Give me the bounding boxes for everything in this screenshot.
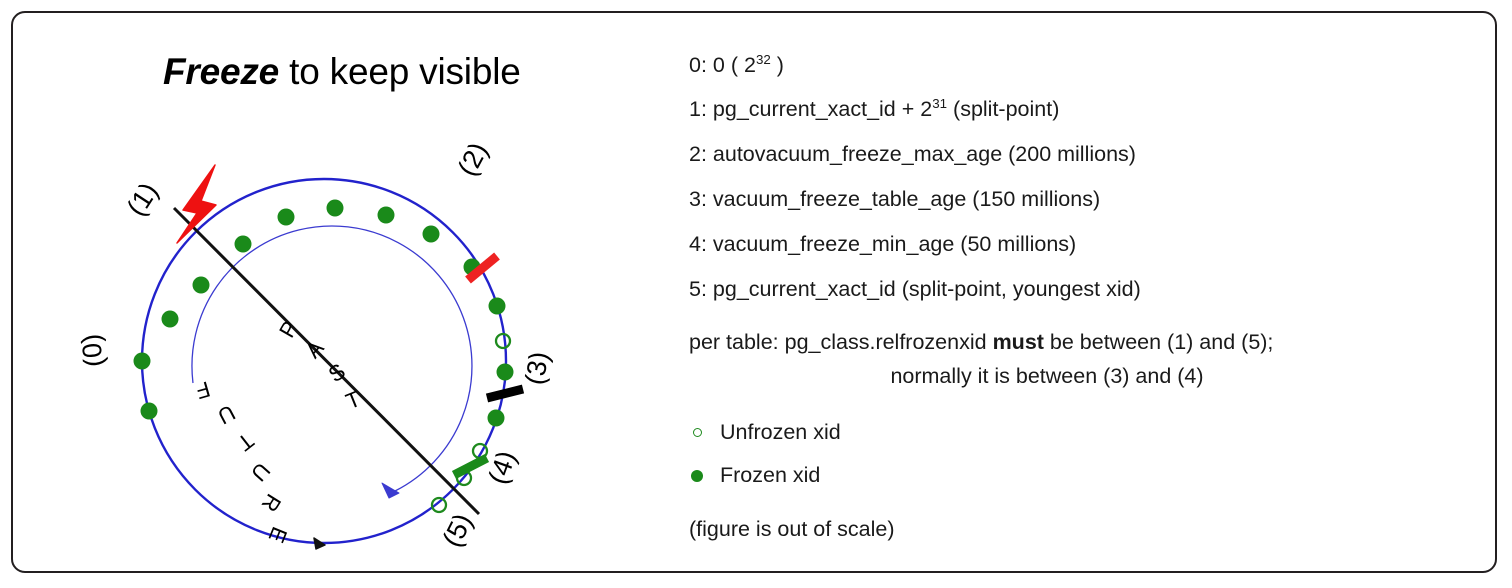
legend-swatch-unfrozen-label: Unfrozen xid (720, 420, 841, 444)
unfrozen-xid-icon (689, 428, 705, 437)
future-letter: R (257, 490, 287, 517)
frozen-xid-dot (192, 276, 210, 294)
tick-3-marker (485, 384, 525, 403)
legend-swatch-frozen: Frozen xid (689, 463, 820, 488)
figure-footnote: (figure is out of scale) (689, 517, 895, 541)
legend-swatch-unfrozen: Unfrozen xid (689, 420, 841, 445)
label-4: (4) (482, 447, 521, 488)
per-table-note-line-1: per table: pg_class.relfrozenxid must be… (689, 330, 1274, 354)
frozen-xid-dot (487, 409, 505, 427)
legend-item-3: 3: vacuum_freeze_table_age (150 millions… (689, 187, 1101, 211)
title-rest: to keep visible (279, 51, 521, 92)
figure-frame: Freeze to keep visible (11, 11, 1497, 573)
frozen-xid-icon (689, 469, 705, 482)
legend-panel: 0: 0 ( 232 ) 1: pg_current_xact_id + 231… (689, 43, 1479, 563)
tick-2-marker (465, 252, 500, 284)
frozen-xid-dot (326, 199, 344, 217)
lightning-bolt-icon (176, 164, 217, 244)
unfrozen-xid-dot (430, 496, 448, 514)
legend-item-4: 4: vacuum_freeze_min_age (50 millions) (689, 232, 1077, 256)
frozen-xid-dot (133, 352, 151, 370)
label-3: (3) (519, 349, 554, 387)
future-label: F U T U R E (193, 376, 292, 546)
legend-item-1: 1: pg_current_xact_id + 231 (split-point… (689, 95, 1060, 121)
title-emphasis: Freeze (163, 51, 280, 92)
unfrozen-xid-dot (494, 332, 512, 350)
frozen-xid-dot (488, 297, 506, 315)
legend-item-0: 0: 0 ( 232 ) (689, 51, 784, 77)
label-2: (2) (452, 138, 494, 181)
label-0: (0) (76, 333, 109, 369)
past-letter: P (274, 317, 303, 342)
frozen-xid-dot (234, 235, 252, 253)
frozen-xid-dot (422, 225, 440, 243)
past-letter: T (342, 386, 364, 414)
per-table-note-line-2: normally it is between (3) and (4) (890, 364, 1204, 388)
frozen-xid-dot (161, 310, 179, 328)
legend-item-2: 2: autovacuum_freeze_max_age (200 millio… (689, 142, 1136, 166)
future-letter: U (214, 400, 240, 430)
future-letter: E (264, 523, 293, 546)
label-1: (1) (121, 177, 164, 221)
legend-swatch-frozen-label: Frozen xid (720, 463, 821, 487)
frozen-xid-dot (496, 363, 514, 381)
split-point-line (172, 206, 481, 516)
inner-sweep-arc (191, 225, 473, 492)
future-letter: T (233, 428, 259, 456)
legend-item-5: 5: pg_current_xact_id (split-point, youn… (689, 277, 1141, 301)
frozen-xid-dot (377, 206, 395, 224)
label-5: (5) (437, 509, 479, 552)
frozen-xid-dot (277, 208, 295, 226)
tick-4-marker (451, 453, 490, 480)
frozen-xid-dots (133, 199, 514, 427)
circle-direction-arrowhead (313, 537, 326, 550)
past-label: P A S T (274, 317, 364, 415)
inner-arc-arrowhead (381, 482, 400, 499)
future-letter: F (193, 376, 213, 404)
page-title: Freeze to keep visible (163, 51, 521, 93)
frozen-xid-dot (140, 402, 158, 420)
future-letter: U (246, 458, 275, 487)
xid-wraparound-diagram: (0) (1) (2) (3) (4) (5) P A S T F U T U … (73, 133, 633, 573)
diagram-svg: (0) (1) (2) (3) (4) (5) P A S T F U T U … (76, 138, 555, 552)
